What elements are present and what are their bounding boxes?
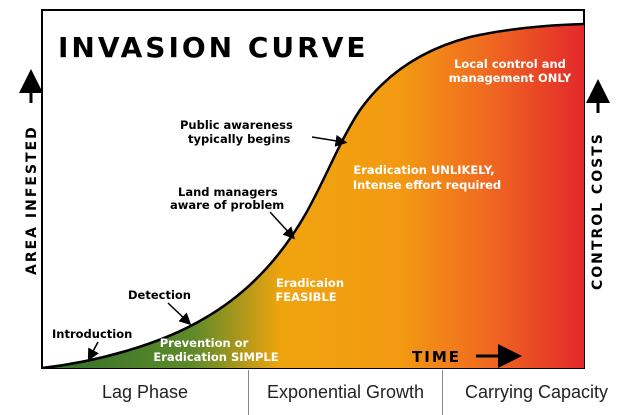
infestation-area (42, 24, 584, 368)
region-unlikely-1: Eradication UNLIKELY, (353, 163, 494, 177)
pointer-public (311, 134, 348, 147)
region-local-1: Local control and (454, 57, 566, 71)
label-public-1: Public awareness (180, 118, 293, 132)
pointer-detection (167, 302, 192, 326)
x-axis-label: TIME (412, 348, 461, 366)
invasion-curve-line (41, 22, 585, 370)
invasion-curve-diagram: INVASION CURVE AREA INFESTED CONTROL COS… (19, 9, 610, 370)
label-land-managers-2: aware of problem (170, 198, 284, 212)
region-feasible-1: Eradicaion (276, 276, 344, 290)
diagram-title: INVASION CURVE (58, 31, 369, 64)
region-local-2: management ONLY (449, 71, 572, 85)
label-introduction: Introduction (52, 327, 132, 341)
region-feasible-2: FEASIBLE (275, 290, 336, 304)
pointer-introduction (87, 341, 99, 361)
pointer-land-managers (269, 211, 296, 240)
label-land-managers-1: Land managers (178, 185, 278, 199)
region-simple-2: Eradication SIMPLE (153, 350, 278, 364)
region-simple-1: Prevention or (160, 336, 249, 350)
label-detection: Detection (128, 288, 191, 302)
y-axis-left-label: AREA INFESTED (24, 125, 40, 275)
label-public-2: typically begins (188, 132, 291, 146)
phase-divider (442, 370, 443, 415)
phase-lag: Lag Phase (101, 382, 189, 402)
y-axis-right-label: CONTROL COSTS (590, 132, 606, 290)
phase-exponential: Exponential Growth (266, 382, 425, 402)
phase-divider (248, 370, 249, 415)
region-unlikely-2: Intense effort required (353, 178, 501, 192)
phase-bar: Lag Phase Exponential Growth Carrying Ca… (0, 370, 630, 415)
phase-carrying: Carrying Capacity (464, 382, 609, 402)
